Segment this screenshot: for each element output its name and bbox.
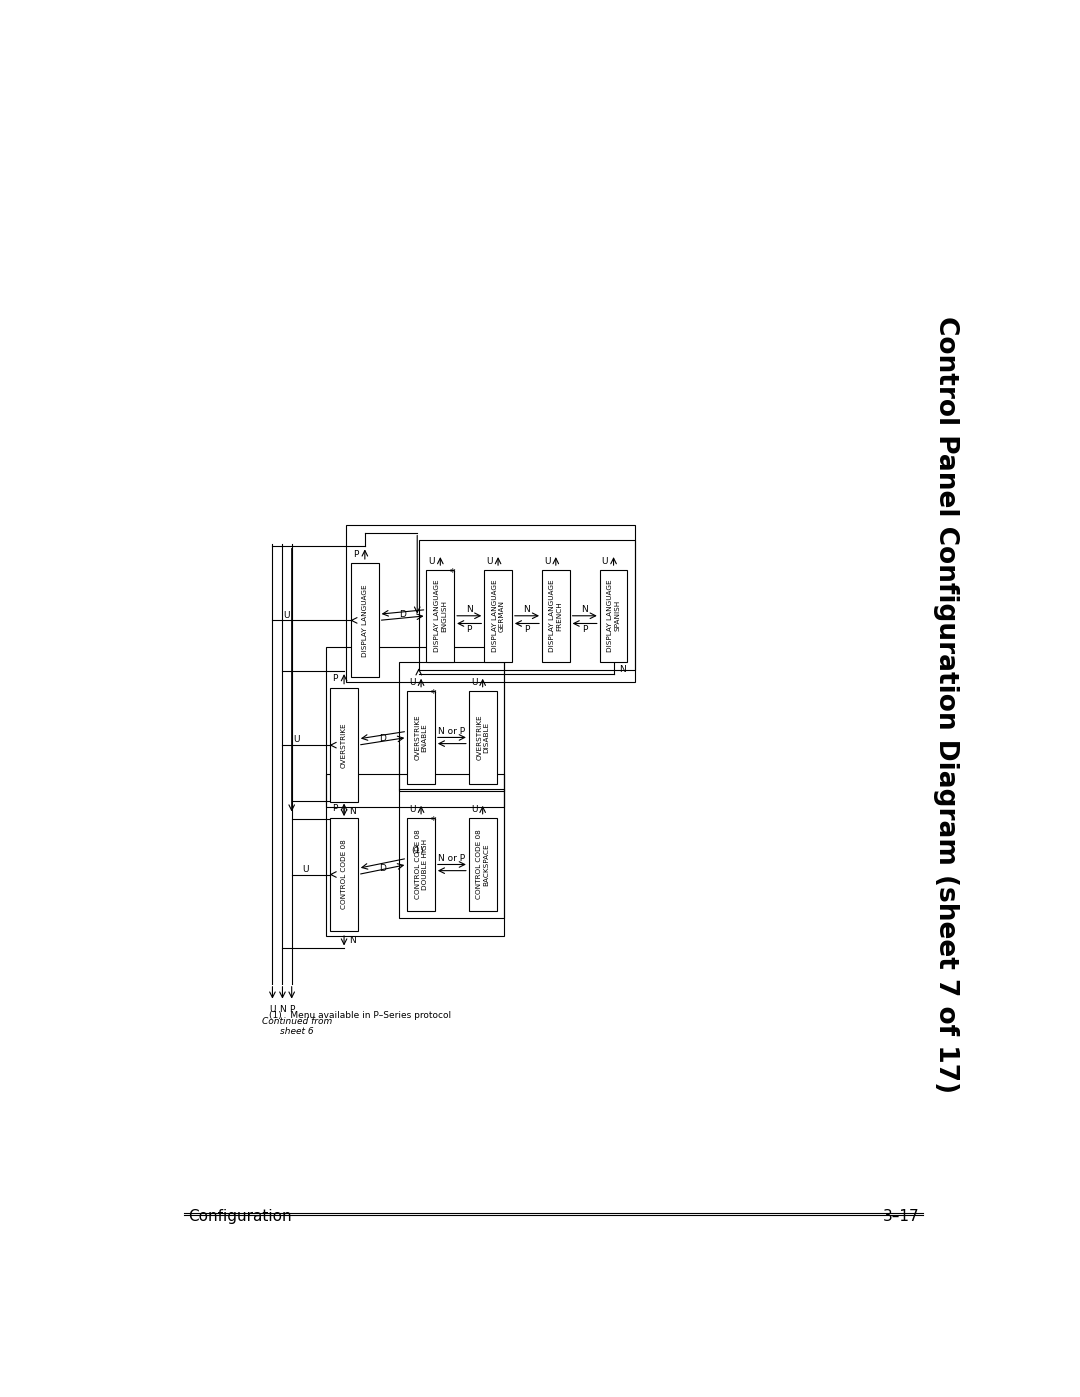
Bar [542, 570, 569, 662]
Text: P: P [333, 803, 338, 813]
Text: CONTROL CODE 08: CONTROL CODE 08 [341, 840, 347, 909]
Text: Control Panel Configuration Diagram (sheet 7 of 17): Control Panel Configuration Diagram (she… [933, 316, 959, 1092]
Text: N: N [524, 605, 530, 615]
Bar [400, 789, 504, 918]
Text: OVERSTRIKE: OVERSTRIKE [341, 722, 347, 768]
Bar [407, 819, 435, 911]
Bar [325, 647, 504, 806]
Text: U: U [293, 735, 299, 745]
Text: DISPLAY LANGUAGE
FRENCH: DISPLAY LANGUAGE FRENCH [550, 580, 563, 652]
Text: U: U [486, 556, 492, 566]
Text: U: U [429, 556, 435, 566]
Text: U: U [283, 610, 289, 619]
Text: N: N [619, 665, 625, 675]
Bar [469, 692, 497, 784]
Bar [484, 570, 512, 662]
Text: U: U [409, 805, 416, 814]
Bar [400, 662, 504, 791]
Text: P: P [353, 549, 359, 559]
Text: DISPLAY LANGUAGE
ENGLISH: DISPLAY LANGUAGE ENGLISH [434, 580, 447, 652]
Text: U: U [269, 1004, 275, 1014]
Text: Continued from
sheet 6: Continued from sheet 6 [262, 1017, 333, 1037]
Bar [407, 692, 435, 784]
Bar [419, 541, 635, 669]
Text: CONTROL CODE 08
BACKSPACE: CONTROL CODE 08 BACKSPACE [476, 830, 489, 900]
Text: (1): (1) [411, 847, 423, 855]
Text: P: P [524, 624, 529, 634]
Text: N or P: N or P [438, 726, 465, 736]
Bar [330, 817, 357, 932]
Text: N: N [465, 605, 473, 615]
Text: *: * [449, 567, 456, 578]
Text: U: U [602, 556, 608, 566]
Text: U: U [409, 679, 416, 687]
Text: U: U [471, 679, 477, 687]
Text: DISPLAY LANGUAGE
SPANISH: DISPLAY LANGUAGE SPANISH [607, 580, 620, 652]
Text: P: P [582, 624, 588, 634]
Text: N: N [279, 1004, 286, 1014]
Text: N: N [350, 807, 356, 816]
Text: N or P: N or P [438, 854, 465, 863]
Text: P: P [289, 1004, 295, 1014]
Text: OVERSTRIKE
ENABLE: OVERSTRIKE ENABLE [415, 715, 428, 760]
Bar [330, 689, 357, 802]
Text: P: P [333, 675, 338, 683]
Text: CONTROL CODE 08
DOUBLE HIGH: CONTROL CODE 08 DOUBLE HIGH [415, 830, 428, 900]
Text: N: N [581, 605, 588, 615]
Bar [599, 570, 627, 662]
Text: D: D [400, 609, 406, 619]
Bar [351, 563, 379, 678]
Bar [427, 570, 455, 662]
Bar [347, 525, 635, 682]
Text: U: U [302, 865, 309, 873]
Text: *: * [431, 689, 436, 700]
Text: U: U [544, 556, 551, 566]
Text: N: N [350, 936, 356, 946]
Text: OVERSTRIKE
DISABLE: OVERSTRIKE DISABLE [476, 715, 489, 760]
Bar [325, 774, 504, 936]
Bar [469, 819, 497, 911]
Text: Configuration: Configuration [188, 1208, 292, 1224]
Text: U: U [471, 805, 477, 814]
Text: *: * [431, 816, 436, 827]
Text: (1)   Menu available in P–Series protocol: (1) Menu available in P–Series protocol [269, 1011, 450, 1020]
Text: DISPLAY LANGUAGE: DISPLAY LANGUAGE [362, 584, 368, 657]
Text: D: D [379, 735, 386, 743]
Text: DISPLAY LANGUAGE
GERMAN: DISPLAY LANGUAGE GERMAN [491, 580, 504, 652]
Text: D: D [379, 863, 386, 873]
Text: P: P [467, 624, 472, 634]
Text: 3–17: 3–17 [882, 1208, 919, 1224]
